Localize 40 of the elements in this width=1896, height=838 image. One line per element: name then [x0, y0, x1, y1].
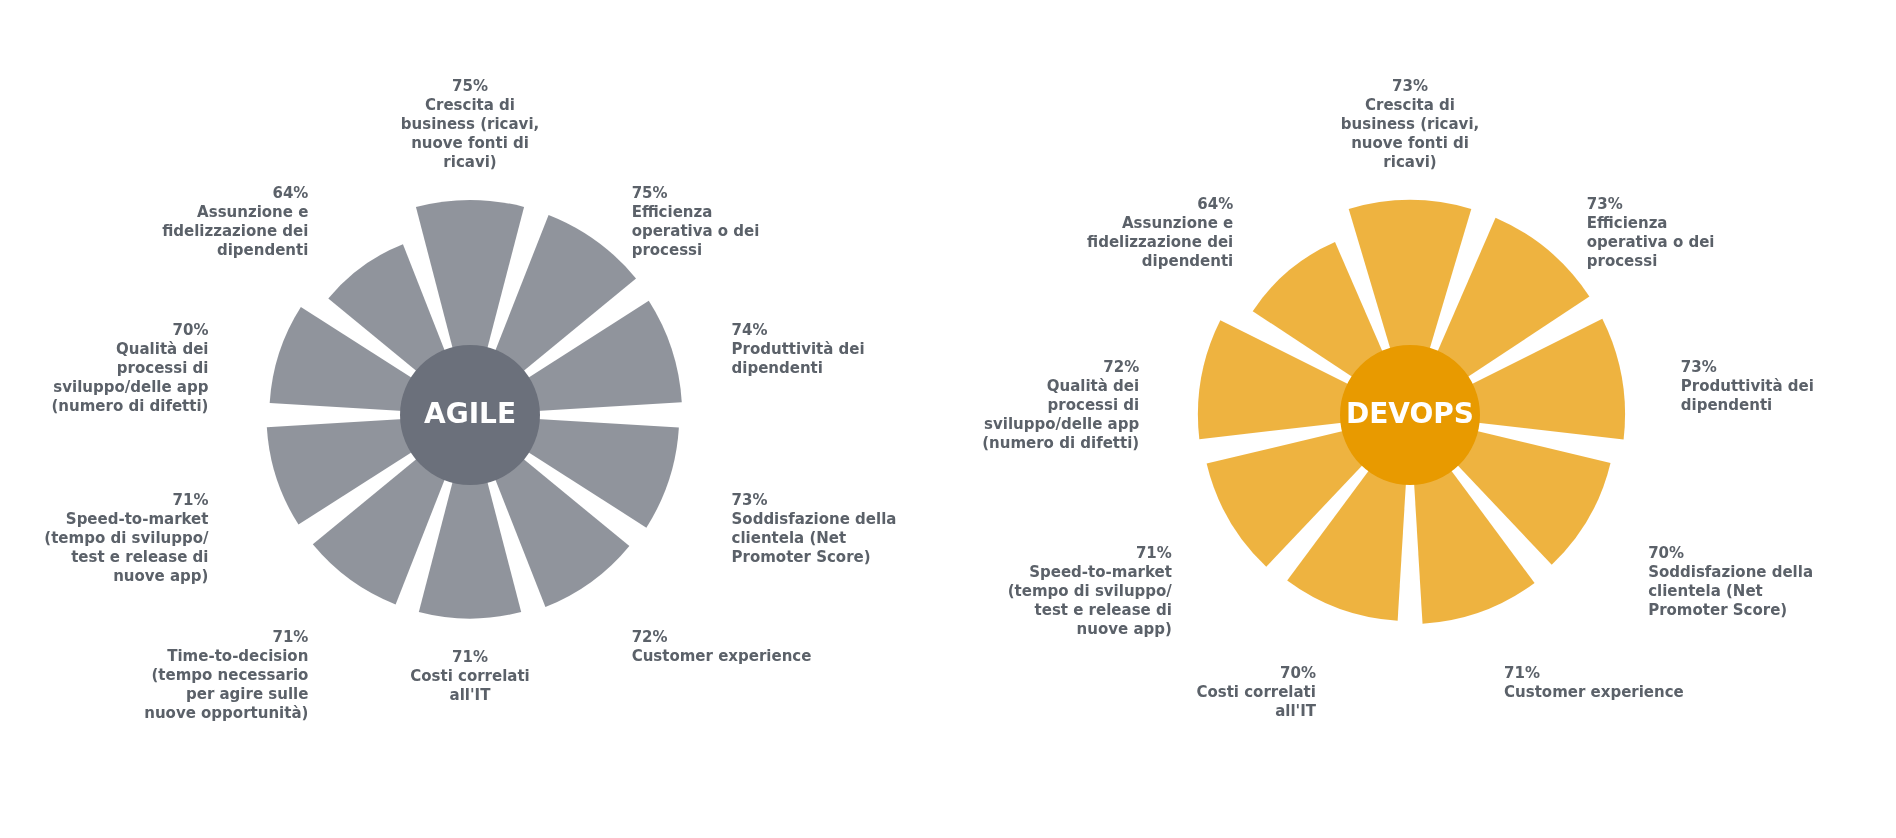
data-label: 73% [731, 490, 768, 509]
category-label: Qualità dei processi di sviluppo/delle app (numero di difetti) [982, 377, 1140, 453]
text: DEVOPS [1345, 397, 1475, 430]
category-label: Speed-to-market (tempo di sviluppo/ test e release di nuove app) [44, 509, 209, 585]
category-label: Assunzione e fidelizzazione dei dipendenti [162, 202, 309, 259]
category-label: Customer experience [1504, 683, 1684, 702]
data-label: 75% [452, 77, 488, 95]
data-label: 70% [1280, 664, 1316, 683]
text: AGILE [423, 397, 517, 430]
category-label: Produttività dei dipendenti [731, 340, 865, 378]
data-label: 74% [731, 321, 768, 340]
category-label: Costi correlati all'IT [410, 667, 530, 704]
data-label: 64% [272, 183, 309, 202]
data-label: 71% [272, 628, 309, 647]
data-label: 71% [172, 490, 209, 509]
data-label: 70% [172, 321, 209, 340]
data-label: 73% [1680, 358, 1717, 377]
category-label: Costi correlati all'IT [1196, 683, 1317, 721]
category-label: Soddisfazione della clientela (Net Promoter Score) [1648, 562, 1814, 619]
data-label: 73% [1392, 77, 1428, 95]
category-label: Soddisfazione della clientela (Net Promoter Score) [731, 509, 897, 566]
data-label: 71% [1135, 543, 1172, 562]
data-label: 70% [1648, 543, 1685, 562]
category-label: Efficienza operativa o dei processi [631, 202, 760, 259]
data-label: 75% [631, 183, 668, 202]
data-label: 72% [631, 628, 668, 647]
category-label: Efficienza operativa o dei processi [1586, 214, 1715, 271]
data-label: 71% [452, 648, 488, 666]
category-label: Crescita di business (ricavi, nuove fonti di ricavi) [1340, 96, 1480, 171]
category-label: Produttività dei dipendenti [1680, 377, 1814, 415]
data-label: 72% [1103, 358, 1140, 377]
category-label: Crescita di business (ricavi, nuove fonti di ricavi) [400, 96, 540, 171]
category-label: Time-to-decision (tempo necessario per agire sulle nuove opportunità) [144, 647, 309, 723]
category-label: Customer experience [631, 647, 812, 666]
data-label: 64% [1197, 195, 1234, 214]
category-label: Speed-to-market (tempo di sviluppo/ test e release di nuove app) [1007, 562, 1173, 638]
data-label: 73% [1586, 195, 1623, 214]
category-label: Qualità dei processi di sviluppo/delle app (numero di difetti) [51, 340, 209, 416]
category-label: Assunzione e fidelizzazione dei dipendenti [1087, 214, 1234, 271]
data-label: 71% [1504, 664, 1540, 683]
